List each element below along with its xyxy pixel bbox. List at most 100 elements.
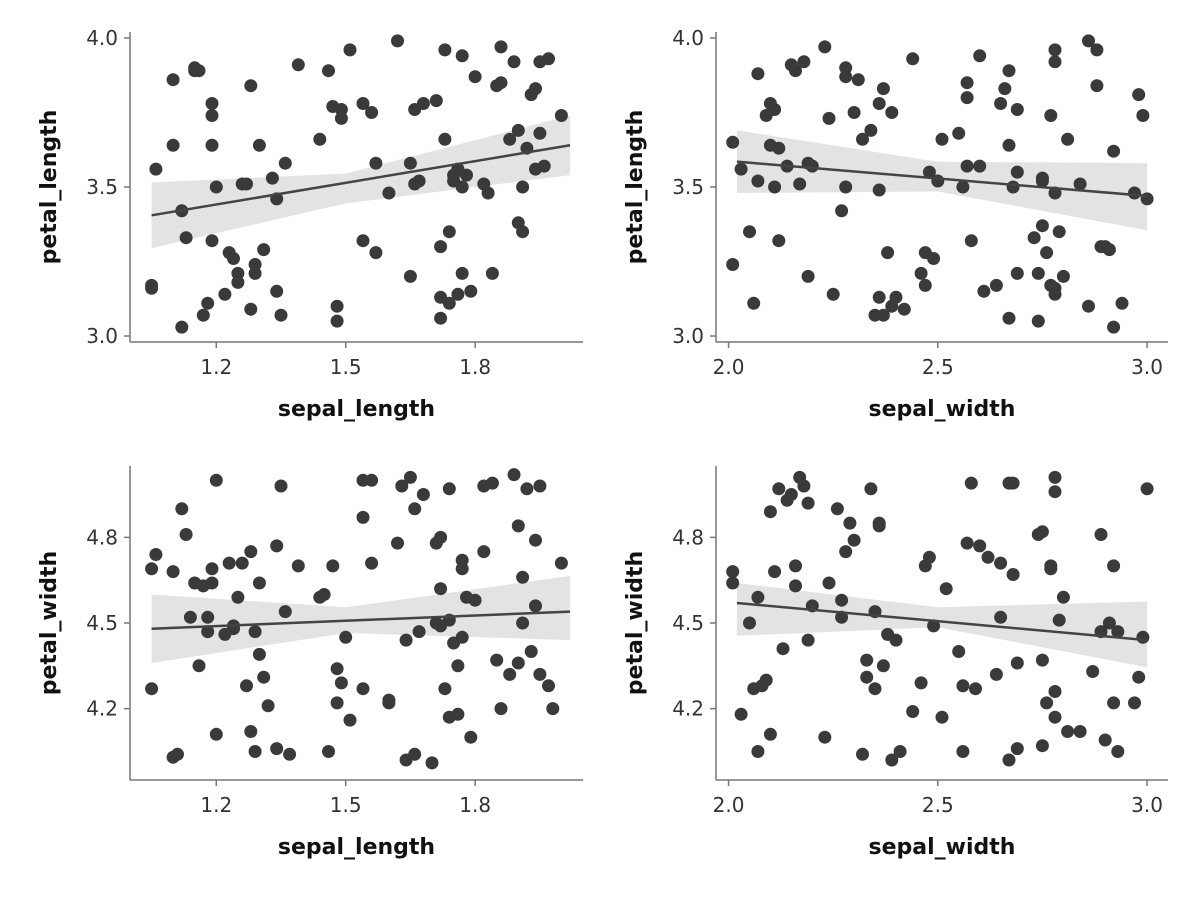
data-point — [192, 64, 206, 78]
data-point — [772, 482, 786, 496]
data-point — [313, 132, 327, 146]
confidence-band — [736, 583, 1148, 668]
data-point — [554, 109, 568, 122]
data-point — [801, 633, 815, 647]
y-axis-title: petal_length — [37, 110, 62, 265]
data-point — [876, 82, 890, 96]
data-point — [248, 258, 262, 271]
data-point — [529, 599, 542, 613]
data-point — [952, 126, 966, 140]
data-point — [494, 76, 508, 90]
data-point — [1048, 55, 1062, 69]
data-point — [793, 177, 807, 191]
y-tick-label: 4.8 — [672, 525, 704, 549]
data-point — [455, 562, 469, 576]
data-point — [330, 314, 344, 328]
data-point — [240, 177, 253, 191]
data-point — [914, 676, 928, 690]
data-point — [455, 49, 469, 63]
data-point — [1090, 79, 1104, 93]
x-axis-title: sepal_width — [869, 397, 1016, 422]
data-point — [149, 162, 163, 176]
data-point — [231, 266, 245, 280]
data-point — [278, 605, 292, 619]
data-point — [818, 730, 832, 744]
y-tick-label: 4.2 — [86, 697, 118, 721]
data-point — [503, 132, 517, 146]
data-point — [889, 290, 903, 304]
confidence-band — [151, 115, 571, 249]
data-point — [503, 667, 517, 681]
data-point — [455, 180, 469, 194]
data-point — [973, 49, 987, 63]
regression-line — [736, 601, 1148, 642]
data-point — [265, 171, 279, 185]
x-axis-title: sepal_width — [869, 835, 1016, 860]
data-point — [507, 468, 521, 482]
subplot-sepal-length-vs-petal-width: 4.2 4.5 4.8 1.2 1.5 1.8 sepal_length petal_widt… — [37, 466, 583, 860]
data-point — [244, 79, 258, 93]
x-tick-label: 2.0 — [713, 355, 745, 379]
data-point — [1107, 144, 1121, 158]
data-point — [1111, 745, 1125, 758]
data-point — [784, 488, 798, 501]
data-point — [537, 159, 551, 173]
data-point — [973, 159, 987, 173]
data-point — [365, 473, 379, 487]
data-point — [1002, 753, 1016, 767]
data-point — [485, 266, 499, 280]
data-point — [240, 679, 253, 693]
data-point — [511, 123, 525, 137]
data-point — [261, 699, 275, 713]
data-point — [145, 281, 159, 295]
data-point — [918, 278, 932, 292]
data-point — [881, 246, 895, 260]
data-point — [365, 556, 379, 570]
data-point — [772, 234, 786, 248]
data-point — [511, 519, 525, 533]
y-tick-label: 4.5 — [86, 611, 118, 635]
data-point — [726, 576, 740, 590]
data-point — [322, 745, 335, 758]
data-point — [455, 630, 469, 644]
data-point — [768, 103, 782, 116]
data-point — [179, 528, 193, 541]
data-point — [864, 482, 878, 496]
data-point — [734, 707, 748, 721]
data-point — [751, 745, 765, 758]
data-point — [977, 284, 991, 298]
data-point — [408, 747, 422, 761]
data-point — [726, 565, 740, 579]
data-point — [529, 82, 542, 96]
data-point — [1010, 165, 1024, 179]
data-point — [889, 633, 903, 647]
x-tick-label: 3.0 — [1131, 355, 1163, 379]
x-axis-title: sepal_length — [278, 397, 435, 422]
data-point — [1010, 266, 1024, 280]
data-point — [334, 103, 348, 116]
data-point — [149, 548, 163, 561]
data-point — [851, 73, 865, 87]
data-point — [442, 225, 456, 239]
y-axis-title: petal_width — [623, 551, 648, 695]
data-point — [218, 287, 232, 301]
data-point — [322, 64, 335, 78]
x-tick-label: 1.5 — [330, 355, 362, 379]
data-point — [759, 673, 773, 687]
data-point — [460, 168, 473, 182]
data-point — [906, 52, 920, 66]
x-tick-label: 1.5 — [330, 793, 362, 817]
data-point — [801, 269, 815, 283]
data-point — [291, 559, 305, 573]
data-point — [507, 55, 521, 69]
data-point — [1006, 568, 1020, 581]
data-point — [468, 70, 482, 84]
data-point — [330, 299, 344, 313]
data-point — [546, 702, 560, 716]
data-point — [248, 745, 262, 758]
data-point — [1052, 225, 1066, 239]
data-point — [1098, 733, 1112, 747]
data-point — [981, 550, 995, 564]
data-point — [956, 180, 970, 194]
data-point — [248, 266, 262, 280]
